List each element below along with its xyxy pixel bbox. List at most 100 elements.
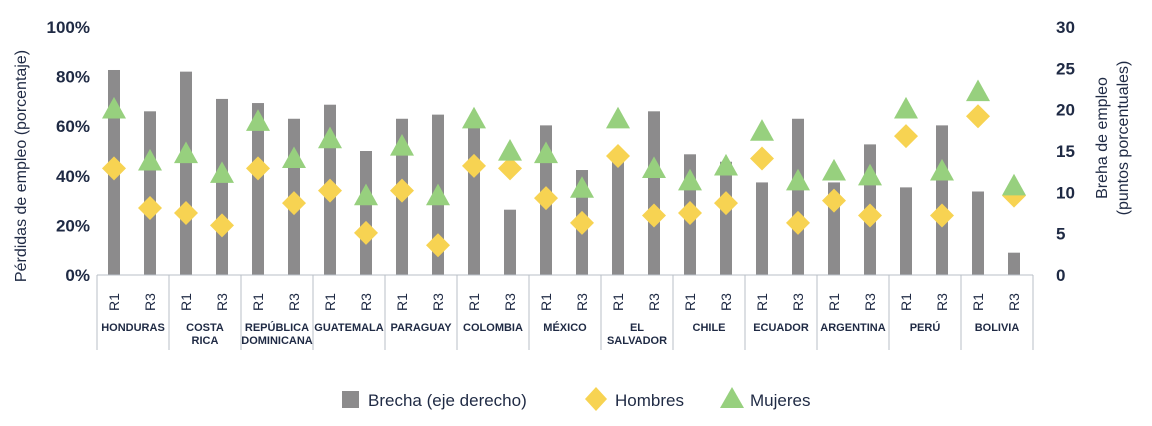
hombres-marker	[642, 203, 666, 228]
mujeres-marker	[1002, 173, 1026, 196]
mujeres-marker	[498, 139, 522, 161]
round-label: R1	[178, 293, 194, 311]
round-label: R1	[826, 293, 842, 311]
hombres-marker	[282, 191, 306, 216]
round-label: R3	[646, 293, 662, 311]
left-tick-label: 40%	[56, 167, 90, 186]
mujeres-marker	[354, 183, 378, 206]
hombres-marker	[138, 196, 162, 221]
right-tick-label: 15	[1056, 142, 1075, 161]
right-tick-label: 20	[1056, 101, 1075, 120]
left-axis-ticks: 0% 20% 40% 60% 80% 100%	[47, 18, 90, 285]
right-axis-title-line1: Breha de empleo	[1094, 77, 1111, 199]
mujeres-marker	[606, 106, 630, 129]
round-label: R1	[754, 293, 770, 311]
round-label: R1	[970, 293, 986, 311]
round-label: R3	[934, 293, 950, 311]
round-label: R3	[214, 293, 230, 311]
hombres-marker	[822, 188, 846, 213]
round-label: R1	[610, 293, 626, 311]
brecha-bar	[972, 191, 984, 275]
hombres-marker	[966, 104, 990, 129]
mujeres-marker	[102, 96, 126, 119]
hombres-marker	[678, 201, 702, 225]
right-tick-label: 0	[1056, 266, 1065, 285]
hombres-marker	[426, 233, 450, 258]
legend-label: Brecha (eje derecho)	[368, 391, 527, 410]
round-label: R3	[430, 293, 446, 311]
round-label: R1	[898, 293, 914, 311]
round-label: R1	[322, 293, 338, 311]
hombres-marker	[102, 156, 126, 181]
legend: Brecha (eje derecho) Hombres Mujeres	[342, 387, 810, 411]
legend-label: Hombres	[615, 391, 684, 410]
brecha-bar	[720, 161, 732, 275]
mujeres-marker	[318, 126, 342, 149]
hombres-marker	[534, 186, 558, 211]
brecha-bar	[180, 71, 192, 275]
country-label: CHILE	[693, 322, 726, 334]
mujeres-marker	[930, 158, 954, 181]
country-label: BOLIVIA	[975, 322, 1020, 334]
round-label: R3	[142, 293, 158, 311]
mujeres-marker	[786, 168, 810, 191]
left-tick-label: 20%	[56, 216, 90, 235]
mujeres-marker	[534, 141, 558, 164]
mujeres-marker	[750, 119, 774, 141]
mujeres-marker	[822, 158, 846, 181]
round-label: R3	[502, 293, 518, 311]
right-tick-label: 25	[1056, 59, 1075, 78]
right-tick-label: 30	[1056, 18, 1075, 37]
round-label: R3	[286, 293, 302, 311]
hombres-marker	[498, 156, 522, 181]
brecha-bar	[900, 187, 912, 275]
hombres-marker	[174, 201, 198, 225]
hombres-marker	[390, 178, 414, 203]
country-label: HONDURAS	[101, 322, 165, 334]
mujeres-marker	[174, 141, 198, 164]
legend-swatch-hombres	[585, 387, 607, 411]
mujeres-marker	[678, 168, 702, 191]
mujeres-marker	[966, 79, 990, 102]
hombres-marker	[786, 210, 810, 235]
country-label: GUATEMALA	[314, 322, 384, 334]
country-label: PERÚ	[910, 321, 941, 334]
left-tick-label: 60%	[56, 117, 90, 136]
country-label: EL	[630, 322, 644, 334]
round-label: R3	[574, 293, 590, 311]
brecha-bar	[648, 111, 660, 275]
country-label: COSTA	[186, 322, 224, 334]
left-axis-title: Pérdidas de empleo (porcentaje)	[13, 50, 30, 282]
right-axis-title-line2: (puntos porcentuales)	[1115, 61, 1132, 216]
brecha-bar	[756, 182, 768, 275]
brecha-bar	[792, 118, 804, 275]
country-label: ECUADOR	[753, 322, 809, 334]
legend-swatch-brecha	[342, 391, 359, 408]
country-label: PARAGUAY	[390, 322, 452, 334]
hombres-marker	[246, 156, 270, 181]
hombres-marker	[462, 153, 486, 178]
round-label: R1	[466, 293, 482, 311]
brecha-bars	[108, 69, 1020, 276]
left-tick-label: 80%	[56, 68, 90, 87]
country-label: REPÚBLICA	[245, 321, 309, 334]
hombres-marker	[570, 210, 594, 235]
hombres-marker	[750, 146, 774, 171]
country-label: MÉXICO	[543, 321, 587, 334]
mujeres-marker	[714, 153, 738, 176]
hombres-markers	[102, 104, 1026, 258]
round-label: R3	[862, 293, 878, 311]
mujeres-marker	[426, 183, 450, 206]
hombres-marker	[210, 213, 234, 238]
mujeres-marker	[210, 161, 234, 183]
legend-swatch-mujeres	[720, 387, 744, 408]
hombres-marker	[930, 203, 954, 228]
brecha-bar	[468, 121, 480, 276]
mujeres-marker	[282, 146, 306, 169]
mujeres-marker	[894, 96, 918, 119]
hombres-marker	[858, 203, 882, 228]
country-label: ARGENTINA	[820, 322, 885, 334]
brecha-bar	[360, 151, 372, 275]
